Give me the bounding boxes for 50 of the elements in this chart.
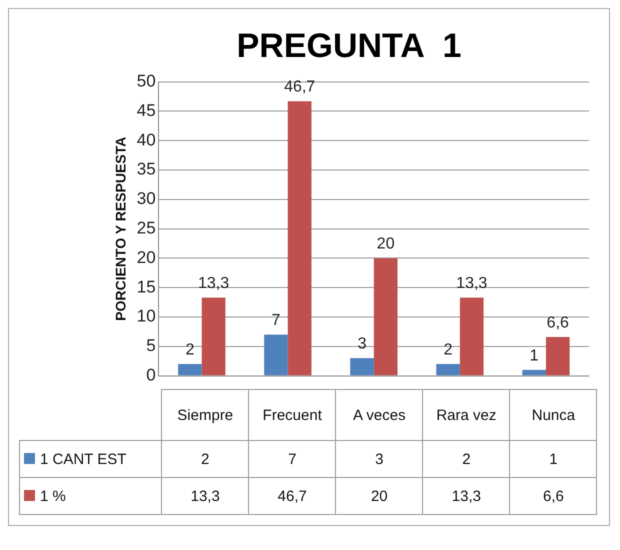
- y-tick-label: 10: [136, 306, 156, 326]
- x-tick-label: Frecuent: [248, 390, 336, 440]
- text: 46,7: [284, 78, 316, 96]
- x-tick-label: Rara vez: [422, 390, 510, 440]
- bar: [460, 298, 484, 376]
- data-label: 3: [336, 440, 423, 478]
- legend-label: 1 CANT EST: [40, 450, 126, 468]
- y-tick-label: 20: [136, 248, 156, 267]
- y-tick-label: 0: [146, 365, 156, 384]
- data-label: 7: [248, 440, 336, 478]
- text: 20: [376, 236, 395, 253]
- bar: [264, 334, 288, 376]
- legend-label: 1 %: [40, 488, 66, 504]
- y-tick-label: 35: [136, 160, 156, 179]
- text: 3: [358, 336, 366, 353]
- y-tick-label: 50: [136, 71, 156, 90]
- x-tick-label: Siempre: [162, 390, 249, 440]
- text: 2: [444, 341, 453, 358]
- text: 13,3: [456, 275, 488, 292]
- text: 13,3: [198, 275, 230, 292]
- x-tick-label: A veces: [336, 390, 423, 440]
- data-label: 2: [422, 440, 510, 478]
- bar: [288, 101, 312, 376]
- text: 7: [272, 312, 280, 330]
- data-label: 1: [510, 440, 597, 478]
- data-label: 13,3: [162, 478, 249, 514]
- bar: [374, 258, 398, 376]
- bar: [546, 336, 570, 376]
- bar: [350, 358, 374, 376]
- chart-title: PREGUNTA 1: [236, 26, 462, 65]
- data-label: 13,3: [422, 478, 510, 514]
- x-tick-label: Nunca: [510, 390, 597, 440]
- y-tick-label: 5: [146, 336, 156, 356]
- bar: [522, 370, 546, 376]
- y-tick-label: 40: [136, 130, 156, 150]
- y-tick-label: 15: [136, 277, 156, 296]
- bar: [178, 364, 202, 376]
- text: 2: [185, 341, 194, 358]
- data-label: 6,6: [510, 478, 597, 514]
- y-tick-label: 25: [136, 218, 156, 238]
- bar: [202, 298, 226, 376]
- bar: [436, 364, 460, 376]
- data-label: 46,7: [248, 478, 336, 514]
- text: 6,6: [546, 314, 569, 332]
- data-label: 20: [336, 478, 423, 514]
- y-tick-label: 30: [136, 189, 156, 208]
- y-axis-title: PORCIENTO Y RESPUESTA: [112, 136, 128, 321]
- data-label: 2: [162, 440, 249, 478]
- text: 1: [530, 347, 539, 364]
- y-tick-label: 45: [136, 100, 156, 120]
